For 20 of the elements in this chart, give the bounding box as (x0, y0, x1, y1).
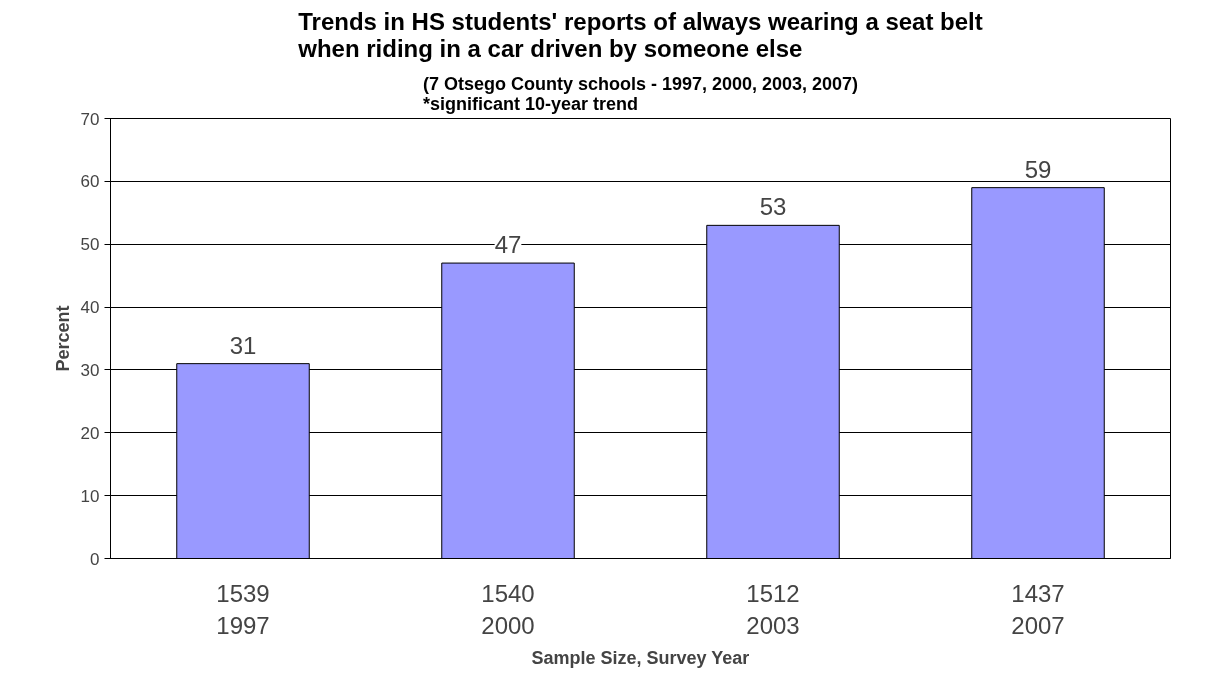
y-tick-label: 60 (80, 172, 100, 192)
y-axis-title: Percent (52, 305, 73, 372)
y-tick-label: 10 (80, 486, 100, 506)
y-tick-label: 0 (90, 549, 100, 569)
x-tick-label: 1512 2003 (746, 579, 800, 639)
y-tick-label: 20 (80, 423, 100, 443)
x-tick-label: 1437 2007 (1011, 579, 1065, 639)
chart-subtitle: (7 Otsego County schools - 1997, 2000, 2003, 2007) *significant 10-year trend (422, 73, 859, 114)
y-tick-label: 40 (80, 298, 100, 318)
y-tick-label: 50 (80, 235, 100, 255)
x-tick-label: 1540 2000 (481, 579, 535, 639)
y-tick-label: 70 (80, 109, 100, 129)
data-label: 59 (1024, 155, 1052, 183)
x-axis-title: Sample Size, Survey Year (531, 647, 750, 668)
data-label: 47 (494, 231, 522, 259)
data-label: 53 (759, 193, 787, 221)
chart-title: Trends in HS students' reports of always wearing a seat belt when riding in a car driven by someone else (297, 7, 983, 62)
x-tick-label: 1539 1997 (216, 579, 270, 639)
data-label: 31 (229, 331, 257, 359)
y-tick-label: 30 (80, 360, 100, 380)
